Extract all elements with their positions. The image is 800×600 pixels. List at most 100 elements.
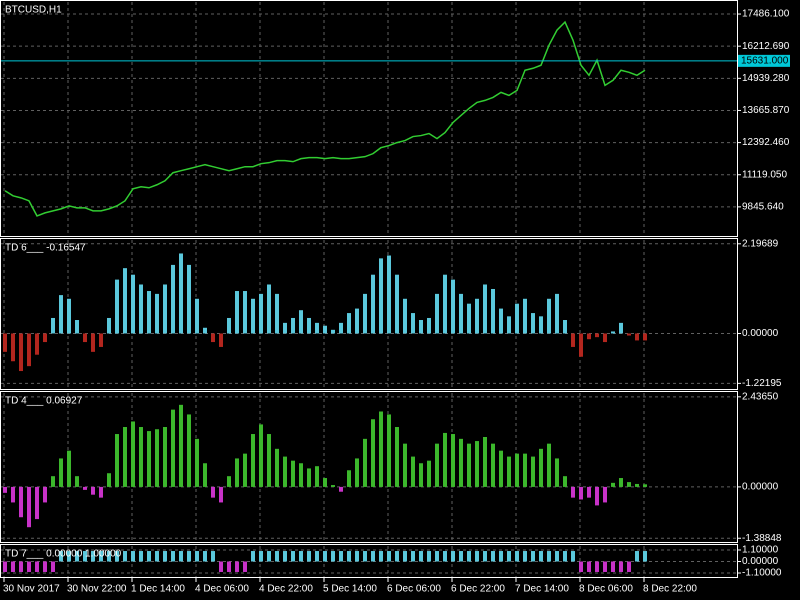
bar <box>59 458 63 487</box>
bar <box>419 551 423 562</box>
bar <box>251 434 255 487</box>
bar <box>379 551 383 562</box>
bar <box>499 551 503 562</box>
bar <box>235 561 239 572</box>
bar <box>323 478 327 487</box>
bar <box>307 317 311 334</box>
bar <box>131 551 135 562</box>
bar <box>227 317 231 334</box>
bar <box>107 317 111 334</box>
x-tick-label: 4 Dec 06:00 <box>195 584 249 595</box>
y-tick-label: 14939.280 <box>742 73 790 84</box>
bar <box>595 561 599 572</box>
y-tick-label: 12392.460 <box>742 137 790 148</box>
bar <box>171 409 175 487</box>
bar <box>11 333 15 362</box>
bar <box>531 313 535 334</box>
bar <box>475 298 479 334</box>
bar <box>259 424 263 487</box>
bar <box>563 551 567 562</box>
bar <box>467 551 471 562</box>
bar <box>35 333 39 355</box>
bar <box>611 482 615 487</box>
price-tag-label: 15631.000 <box>741 56 789 67</box>
bar <box>611 561 615 572</box>
bar <box>219 333 223 347</box>
bar <box>195 298 199 334</box>
bar <box>403 551 407 562</box>
bar <box>515 453 519 487</box>
bar <box>11 486 15 503</box>
y-tick-label: 16212.690 <box>742 41 790 52</box>
bar <box>291 551 295 562</box>
bar <box>211 551 215 562</box>
bar <box>323 325 327 334</box>
bar <box>643 551 647 562</box>
bar <box>643 333 647 341</box>
x-tick-label: 7 Dec 14:00 <box>515 584 569 595</box>
bar <box>355 458 359 487</box>
x-tick-label: 8 Dec 22:00 <box>643 584 697 595</box>
bar <box>227 561 231 572</box>
bar <box>227 476 231 487</box>
bar <box>67 450 71 487</box>
bar <box>123 427 127 487</box>
bar <box>587 486 591 498</box>
y-tick-label: 11119.050 <box>742 169 787 180</box>
y-tick-label: 1.10000 <box>742 545 779 556</box>
y-tick-label: 13665.870 <box>742 105 790 116</box>
bar <box>619 561 623 572</box>
bar <box>211 333 215 343</box>
y-tick-label: 2.19689 <box>742 238 779 249</box>
bar <box>603 486 607 503</box>
bar <box>627 482 631 487</box>
bar <box>555 551 559 562</box>
bar <box>275 551 279 562</box>
bar <box>43 561 47 572</box>
bar <box>187 551 191 562</box>
bar <box>83 551 87 562</box>
bar <box>299 310 303 334</box>
bar <box>315 466 319 487</box>
bar <box>347 551 351 562</box>
bar <box>35 561 39 572</box>
bar <box>315 322 319 334</box>
y-tick-label: 2.43650 <box>742 391 779 402</box>
bar <box>91 551 95 562</box>
bar <box>603 333 607 343</box>
panel-frame <box>0 238 738 390</box>
bar <box>363 293 367 334</box>
bar <box>371 551 375 562</box>
bar <box>531 551 535 562</box>
bar <box>59 295 63 334</box>
bar <box>643 484 647 487</box>
x-tick-label: 1 Dec 14:00 <box>131 584 185 595</box>
bar <box>67 298 71 334</box>
bar <box>523 453 527 487</box>
bar <box>251 551 255 562</box>
bar <box>171 264 175 334</box>
bar <box>499 308 503 334</box>
bar <box>635 483 639 487</box>
bar <box>179 253 183 334</box>
bar <box>515 303 519 334</box>
bar <box>83 486 87 490</box>
x-tick-label: 30 Nov 22:00 <box>67 584 127 595</box>
bar <box>43 333 47 343</box>
bar <box>531 456 535 487</box>
bar <box>419 463 423 487</box>
bar <box>139 427 143 487</box>
bar <box>523 551 527 562</box>
bar <box>19 561 23 572</box>
bar <box>267 551 271 562</box>
bar <box>75 320 79 334</box>
bar <box>539 316 543 334</box>
bar <box>83 333 87 343</box>
bar <box>443 551 447 562</box>
bar <box>283 551 287 562</box>
bar <box>163 284 167 334</box>
bar <box>483 284 487 334</box>
bar <box>299 463 303 487</box>
bar <box>75 551 79 562</box>
